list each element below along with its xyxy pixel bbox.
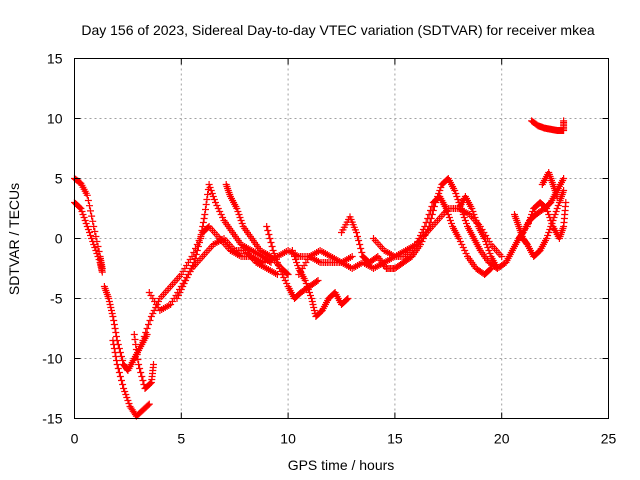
x-axis-label: GPS time / hours	[288, 457, 395, 473]
series-track-9	[222, 181, 292, 278]
series-track-18	[538, 169, 561, 200]
x-tick-label: 5	[177, 431, 185, 447]
series-track-4	[109, 337, 153, 420]
series-track-6	[139, 223, 356, 344]
x-tick-label: 0	[71, 431, 79, 447]
x-tick-label: 15	[387, 431, 403, 447]
series-track-3	[100, 283, 151, 374]
data-points	[71, 117, 570, 420]
series-track-17	[523, 199, 570, 242]
x-tick-label: 20	[494, 431, 510, 447]
y-tick-label: -10	[42, 351, 62, 367]
series-track-16	[511, 187, 568, 260]
y-tick-label: 5	[55, 171, 63, 187]
y-tick-label: -5	[50, 291, 63, 307]
series-track-5	[130, 331, 157, 392]
y-axis: -15 -10 -5 0 5 10 15	[42, 51, 609, 427]
chart-title: Day 156 of 2023, Sidereal Day-to-day VTE…	[81, 22, 594, 38]
y-tick-label: 0	[55, 231, 63, 247]
y-axis-label: SDTVAR / TECUs	[6, 183, 22, 295]
x-tick-label: 25	[601, 431, 617, 447]
y-tick-label: -15	[42, 411, 62, 427]
x-tick-label: 10	[280, 431, 296, 447]
x-axis: 0 5 10 15 20 25	[71, 58, 617, 447]
series-track-8	[173, 181, 275, 302]
y-tick-label: 15	[47, 51, 63, 67]
y-tick-label: 10	[47, 111, 63, 127]
series-track-19	[528, 117, 568, 134]
grid-lines	[74, 58, 609, 419]
series-track-14	[370, 193, 495, 278]
